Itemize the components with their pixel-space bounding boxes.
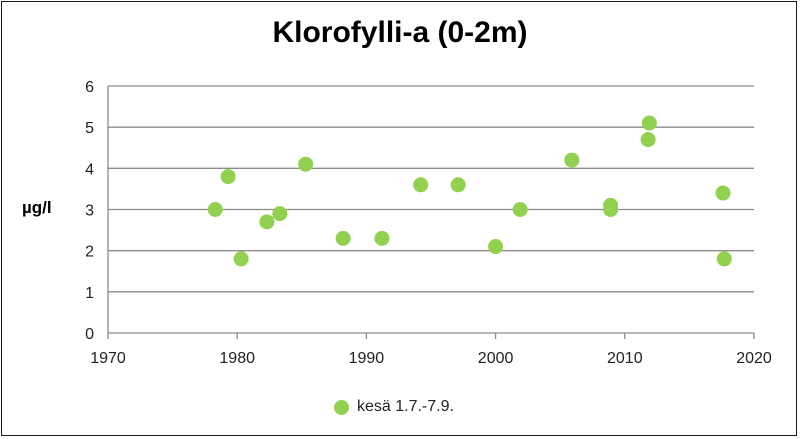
gridlines <box>108 85 754 293</box>
x-tick-label-2000: 2000 <box>478 350 514 367</box>
y-axis-label: µg/l <box>22 198 52 217</box>
data-point <box>603 202 619 217</box>
data-point <box>488 239 504 255</box>
data-point <box>640 132 656 148</box>
axes <box>107 86 755 339</box>
legend-label: kesä 1.7.-7.9. <box>357 398 454 415</box>
y-tick-label-6: 6 <box>85 79 94 96</box>
data-point <box>716 251 732 267</box>
data-point <box>564 152 580 168</box>
y-tick-labels: 0 1 2 3 4 5 6 <box>85 79 94 343</box>
x-tick-labels: 1970 1980 1990 2000 2010 2020 <box>90 350 772 367</box>
data-point <box>220 169 236 185</box>
data-point <box>272 206 288 222</box>
y-tick-label-4: 4 <box>85 161 94 178</box>
data-point <box>450 177 466 193</box>
x-tick-label-2010: 2010 <box>607 350 643 367</box>
y-tick-label-3: 3 <box>85 203 94 220</box>
chart-title: Klorofylli-a (0-2m) <box>272 16 528 49</box>
legend: kesä 1.7.-7.9. <box>334 396 454 418</box>
x-tick-label-1990: 1990 <box>349 350 385 367</box>
data-points <box>207 115 732 267</box>
x-tick-label-2020: 2020 <box>736 350 772 367</box>
legend-marker <box>334 399 349 415</box>
y-tick-label-5: 5 <box>85 120 94 137</box>
data-point <box>207 202 223 217</box>
y-tick-label-2: 2 <box>85 244 94 261</box>
y-tick-label-0: 0 <box>85 326 94 343</box>
data-point <box>298 156 314 172</box>
y-tick-label-1: 1 <box>85 285 94 302</box>
data-point <box>715 185 731 201</box>
data-point <box>641 115 657 131</box>
data-point <box>413 177 429 193</box>
x-tick-label-1980: 1980 <box>219 350 255 367</box>
data-point <box>233 251 249 267</box>
x-tick-label-1970: 1970 <box>90 350 126 367</box>
data-point <box>374 230 390 246</box>
data-point <box>335 230 351 246</box>
data-point <box>259 214 275 230</box>
data-point <box>512 202 528 217</box>
